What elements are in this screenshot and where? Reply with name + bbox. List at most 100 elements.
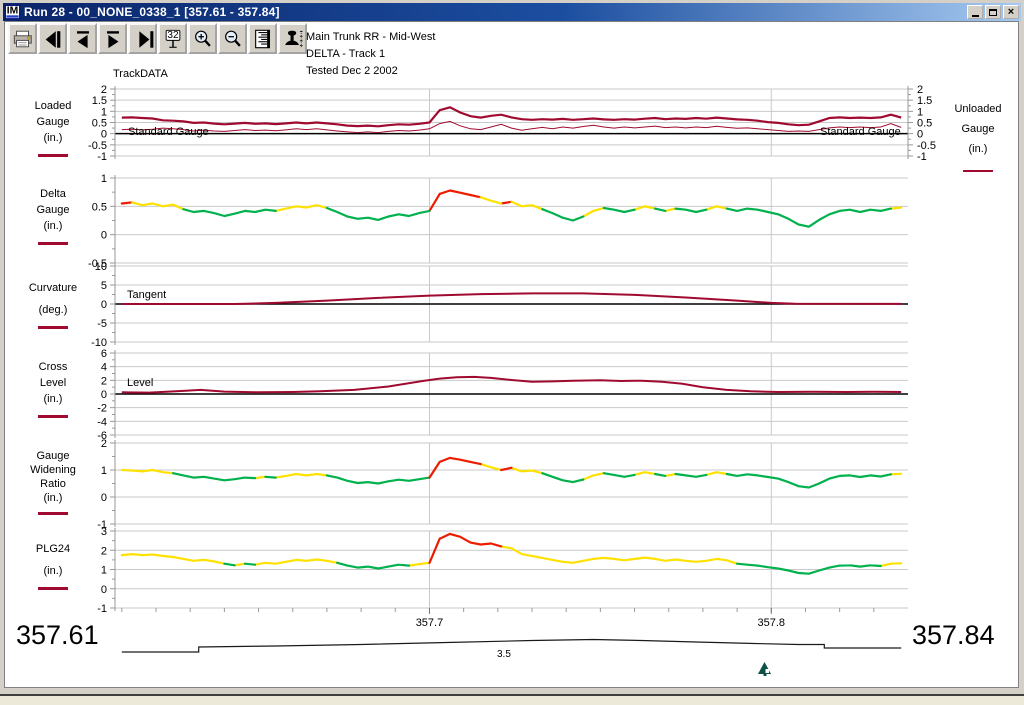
y-tick-label: 0: [101, 129, 107, 141]
cross-level-chart: -6 -4 -2 0 2 4 6: [0, 348, 1024, 442]
zoom-in-button[interactable]: [188, 23, 217, 54]
milepost-button[interactable]: 32: [158, 23, 187, 54]
legend-swatch-gwr: [38, 512, 68, 515]
page-forward-icon: [106, 30, 119, 48]
y-tick-label: 0: [101, 230, 107, 242]
legend-swatch-curvature: [38, 326, 68, 329]
grade-profile-strip: [0, 605, 1024, 675]
cross-level-plot: -6 -4-2 0 24 6: [97, 348, 908, 442]
y-tick-label: 2: [101, 375, 107, 387]
x-tick-label: 357.8: [758, 617, 786, 629]
plot-title: TrackDATA: [113, 68, 168, 80]
y-tick-label: 2: [101, 84, 107, 96]
annotation-level: Level: [127, 377, 154, 389]
legend-swatch-plg24: [38, 587, 68, 590]
close-icon: ×: [1007, 5, 1015, 18]
header-track: DELTA - Track 1: [306, 48, 386, 60]
delta-gauge-line-red: [120, 189, 513, 212]
y-tick-label: 1.5: [92, 95, 107, 107]
maximize-button[interactable]: [985, 5, 1001, 19]
loaded-gauge-chart: -1 -1 -0.5 -0.5 0 0 0.5 0.5 1 1 1.5 1.5 2 2: [0, 84, 1024, 163]
y-tick-label: 0.5: [92, 118, 107, 130]
curvature-line: [121, 292, 902, 305]
y-tick-label: 5: [101, 280, 107, 292]
delta-gauge-line-green: [182, 206, 892, 228]
y-tick-label: 0: [101, 584, 107, 596]
legend-swatch-loaded: [38, 154, 68, 157]
svg-text:IM: IM: [7, 5, 18, 16]
scale-view-button[interactable]: [248, 23, 277, 54]
y-tick-label: -4: [97, 416, 107, 428]
y-tick-label: -5: [97, 318, 107, 330]
y-tick-label: 0.5: [92, 201, 107, 213]
y-tick-label-right: -1: [917, 151, 927, 163]
y-tick-label: 3: [101, 526, 107, 538]
y-tick-label-right: 0: [917, 129, 923, 141]
y-tick-label: -1: [97, 519, 107, 531]
maximize-icon: [989, 8, 997, 16]
x-tick-label: 357.7: [416, 617, 444, 629]
y-tick-label-right: 0.5: [917, 118, 932, 130]
milepost-32-icon: 32: [165, 29, 180, 48]
curvature-plot: -10 -5 0 5 10: [91, 261, 908, 349]
y-tick-label: -2: [97, 403, 107, 415]
page-back-icon: [76, 30, 89, 48]
y-tick-label: -1: [97, 151, 107, 163]
zoom-in-icon: [194, 30, 211, 47]
y-tick-label: 2: [101, 438, 107, 450]
jump-start-icon: [45, 30, 60, 48]
gauge-widening-ratio-plot: -1 0 1 2: [97, 438, 908, 531]
y-tick-label: 2: [101, 545, 107, 557]
zoom-out-icon: [224, 30, 241, 47]
legend-swatch-unloaded: [963, 170, 993, 172]
chart-label-curvature: Curvature (deg.): [10, 280, 96, 334]
chart-label-loaded-gauge: Loaded Gauge (in.): [10, 98, 96, 162]
page-back-button[interactable]: [68, 23, 97, 54]
y-tick-label: 0: [101, 389, 107, 401]
jump-end-button[interactable]: [128, 23, 157, 54]
y-tick-label: 4: [101, 362, 107, 374]
y-tick-label: 1: [101, 565, 107, 577]
y-tick-label-right: 2: [917, 84, 923, 96]
printer-icon: [13, 30, 32, 47]
plg24-chart: -1 0 1 2 3 357.7 357.8: [0, 526, 1024, 629]
chart-label-cross-level: Cross Level (in.): [10, 359, 96, 423]
y-tick-label: 1: [101, 465, 107, 477]
y-tick-label: -0.5: [88, 140, 107, 152]
toolbar: 32: [8, 23, 307, 54]
scale-icon: [254, 29, 270, 48]
y-tick-label-right: 1: [917, 106, 923, 118]
annotation-tangent: Tangent: [127, 289, 167, 301]
page-forward-button[interactable]: [98, 23, 127, 54]
annotation-standard-gauge-right: Standard Gauge: [820, 126, 901, 138]
title-bar[interactable]: IM Run 28 - 00_NONE_0338_1 [357.61 - 357…: [3, 3, 1021, 21]
gauge-widening-ratio-line-green: [172, 472, 892, 489]
legend-swatch-delta: [38, 242, 68, 245]
window-title: Run 28 - 00_NONE_0338_1 [357.61 - 357.84…: [24, 5, 280, 19]
y-tick-label: 6: [101, 348, 107, 360]
legend-swatch-cross-level: [38, 415, 68, 418]
minimize-icon: [971, 14, 979, 17]
rail-profile-button[interactable]: [278, 23, 307, 54]
close-button[interactable]: ×: [1003, 5, 1019, 19]
delta-gauge-line-yellow: [131, 196, 903, 218]
y-tick-label: 10: [95, 261, 107, 273]
app-icon: IM: [5, 4, 20, 20]
print-button[interactable]: [8, 23, 37, 54]
y-tick-label: 0: [101, 299, 107, 311]
plg24-line-red: [428, 532, 503, 564]
y-tick-label: -0.5: [88, 258, 107, 270]
plg24-line-green: [223, 561, 882, 575]
jump-end-icon: [138, 30, 153, 48]
loaded-gauge-plot: -1 -1-0.5 -0.50 00.5 0.51 11.5 1.52 2: [88, 84, 936, 163]
jump-start-button[interactable]: [38, 23, 67, 54]
minimize-button[interactable]: [967, 5, 983, 19]
cross-level-line: [121, 375, 902, 394]
gauge-widening-ratio-line-red: [428, 456, 513, 479]
client-area: [4, 21, 1019, 688]
delta-gauge-chart: -0.5 0 0.5 1: [0, 173, 1024, 270]
y-tick-label-right: -0.5: [917, 140, 936, 152]
zoom-out-button[interactable]: [218, 23, 247, 54]
chart-label-plg24: PLG24 (in.): [10, 541, 96, 595]
